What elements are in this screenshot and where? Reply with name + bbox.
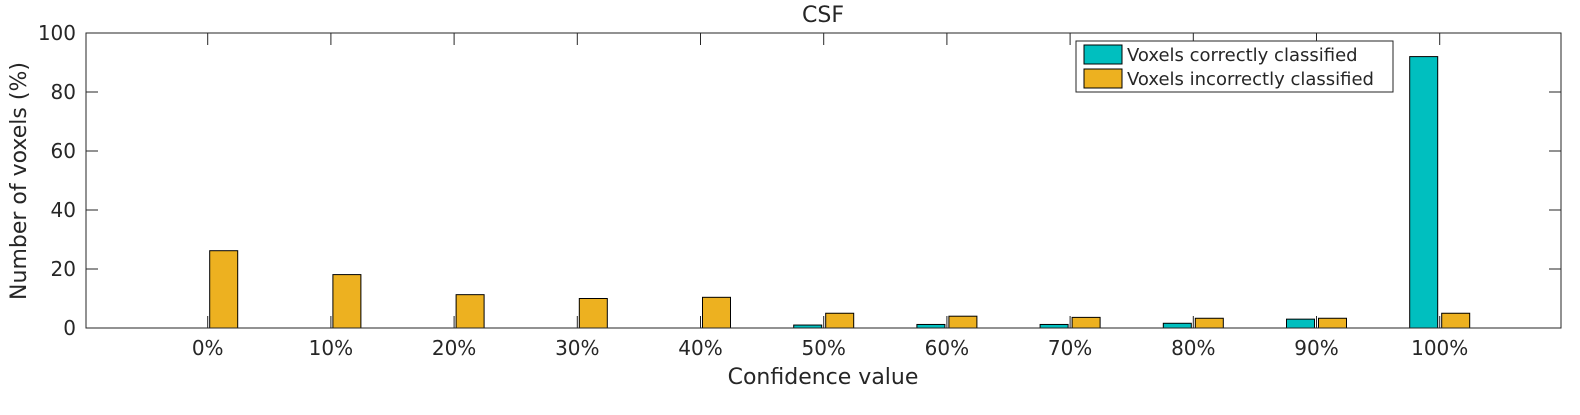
legend-label-correct: Voxels correctly classified xyxy=(1127,45,1358,66)
bar-incorrect-8 xyxy=(1194,317,1224,329)
bar-incorrect-2 xyxy=(455,294,485,329)
bar-correct-6 xyxy=(916,323,946,329)
bar-incorrect-6 xyxy=(948,315,978,329)
bar-incorrect-7 xyxy=(1071,316,1101,329)
bar-incorrect-5 xyxy=(825,312,855,329)
x-tick-label-6: 60% xyxy=(925,336,969,360)
bar-correct-7 xyxy=(1039,323,1069,329)
bar-correct-9 xyxy=(1286,318,1315,329)
bar-correct-10 xyxy=(1409,56,1439,329)
bar-correct-8 xyxy=(1162,322,1192,329)
chart-title: CSF xyxy=(802,3,844,28)
bar-incorrect-10 xyxy=(1441,312,1471,329)
y-tick-label-0: 0 xyxy=(63,316,76,340)
y-tick-label-3: 60 xyxy=(51,139,76,163)
bar-incorrect-1 xyxy=(332,274,362,329)
x-tick-label-4: 40% xyxy=(678,336,722,360)
x-tick-label-8: 80% xyxy=(1171,336,1215,360)
bar-incorrect-3 xyxy=(578,298,608,329)
bar-incorrect-4 xyxy=(702,296,731,329)
x-tick-label-7: 70% xyxy=(1048,336,1092,360)
x-tick-label-2: 20% xyxy=(432,336,476,360)
bar-incorrect-0 xyxy=(209,250,239,329)
y-tick-label-5: 100 xyxy=(38,21,76,45)
x-tick-label-5: 50% xyxy=(801,336,845,360)
legend: Voxels correctly classified Voxels incor… xyxy=(1075,40,1394,93)
legend-swatch-correct xyxy=(1083,44,1123,65)
x-tick-label-9: 90% xyxy=(1294,336,1338,360)
x-axis-label: Confidence value xyxy=(728,365,919,390)
legend-label-incorrect: Voxels incorrectly classified xyxy=(1127,69,1374,90)
bar-incorrect-9 xyxy=(1318,317,1347,329)
legend-swatch-incorrect xyxy=(1083,68,1123,89)
legend-box xyxy=(1075,40,1394,93)
y-axis-label: Number of voxels (%) xyxy=(7,62,32,300)
x-tick-label-1: 10% xyxy=(309,336,353,360)
bars-layer xyxy=(209,56,1471,329)
y-tick-label-2: 40 xyxy=(51,198,76,222)
x-tick-label-3: 30% xyxy=(555,336,599,360)
y-tick-label-1: 20 xyxy=(51,257,76,281)
x-tick-label-10: 100% xyxy=(1411,336,1468,360)
ticks-layer: 0% 10% 20% 30% 40% 50% 60% 70% 80% 90% 100% 0 20 40 60… xyxy=(38,21,1561,360)
x-tick-label-0: 0% xyxy=(192,336,224,360)
y-tick-label-4: 80 xyxy=(51,80,76,104)
